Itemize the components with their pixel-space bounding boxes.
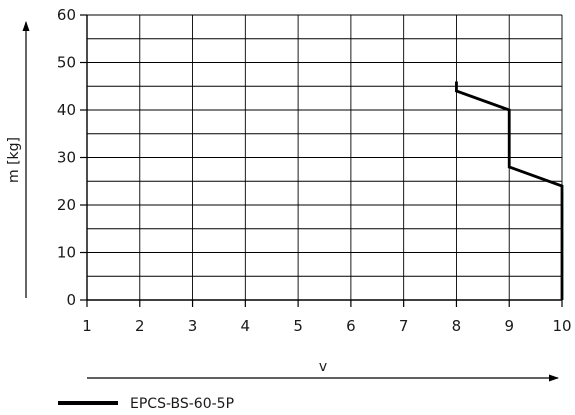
- y-tick-label: 0: [66, 291, 76, 309]
- y-axis-title: m [kg]: [6, 137, 22, 183]
- grid: [86, 14, 563, 301]
- y-tick-label: 40: [57, 101, 76, 119]
- x-tick-label: 10: [552, 317, 571, 335]
- y-tick-label: 20: [57, 196, 76, 214]
- legend-label: EPCS-BS-60-5P: [130, 396, 234, 412]
- series-line-0: [455, 81, 564, 300]
- x-tick-label: 8: [452, 317, 462, 335]
- tick-labels: 0 10 20 30 40 50 60 1 2 3 4 5 6 7 8 9 10: [57, 6, 572, 335]
- series-lines: [455, 81, 564, 300]
- x-tick-label: 5: [293, 317, 303, 335]
- y-tick-label: 30: [57, 149, 76, 167]
- x-tick-label: 1: [82, 317, 92, 335]
- x-tick-label: 6: [346, 317, 356, 335]
- legend: EPCS-BS-60-5P: [58, 396, 234, 412]
- x-tick-label: 9: [504, 317, 514, 335]
- x-tick-label: 2: [135, 317, 145, 335]
- x-tick-label: 4: [241, 317, 251, 335]
- x-axis-title: v: [319, 359, 327, 375]
- x-tick-label: 7: [399, 317, 409, 335]
- y-tick-label: 60: [57, 6, 76, 24]
- y-tick-label: 50: [57, 54, 76, 72]
- y-tick-label: 10: [57, 244, 76, 262]
- x-tick-label: 3: [188, 317, 198, 335]
